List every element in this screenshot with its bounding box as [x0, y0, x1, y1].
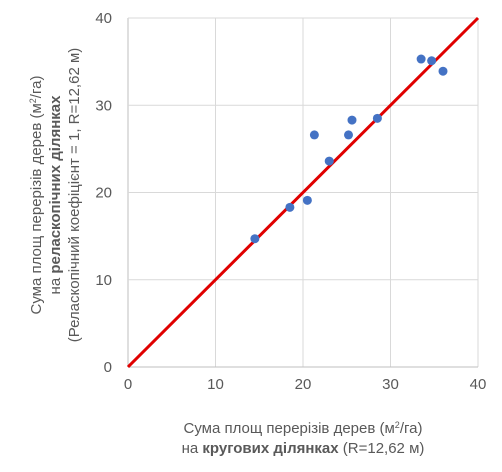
- y-axis-label-line1: Сума площ перерізів дерев (м2/га): [28, 75, 45, 315]
- data-point: [250, 234, 260, 244]
- y-tick-label: 30: [95, 97, 112, 114]
- data-point: [324, 156, 334, 166]
- y-tick-label: 10: [95, 272, 112, 289]
- x-axis-label-line1: Сума площ перерізів дерев (м2/га): [183, 420, 423, 437]
- data-point: [416, 54, 426, 64]
- y-axis-label-line2: на реласкопічних ділянках: [47, 95, 64, 295]
- data-point: [344, 130, 353, 140]
- data-point: [427, 56, 437, 66]
- x-axis-label: Сума площ перерізів дерев (м2/га) на кру…: [128, 415, 478, 459]
- y-axis-label-line3: (Реласкопічний коефіцієнт = 1, R=12,62 м…: [66, 47, 83, 343]
- x-tick-label: 10: [207, 376, 224, 393]
- data-point: [285, 202, 295, 212]
- x-tick-label: 0: [124, 376, 132, 393]
- y-tick-label: 40: [95, 10, 112, 27]
- reference-line: [126, 16, 480, 369]
- data-point: [302, 195, 312, 205]
- x-axis-label-line2: на кругових ділянках (R=12,62 м): [181, 440, 425, 457]
- y-tick-label: 20: [95, 185, 112, 202]
- grid: [127, 17, 479, 368]
- x-tick-label: 20: [295, 376, 312, 393]
- data-points: [250, 54, 448, 244]
- y-axis-label: Сума площ перерізів дерев (м2/га) на рел…: [24, 5, 84, 385]
- reference-line-group: [126, 16, 480, 369]
- tick-labels: 0 10 20 30 40 0 10 20 30 40: [95, 10, 486, 393]
- x-tick-label: 30: [382, 376, 399, 393]
- data-point: [372, 113, 382, 123]
- data-point: [347, 115, 357, 125]
- x-tick-label: 40: [470, 376, 487, 393]
- y-tick-label: 0: [104, 359, 112, 376]
- data-point: [309, 130, 319, 140]
- data-point: [438, 66, 448, 76]
